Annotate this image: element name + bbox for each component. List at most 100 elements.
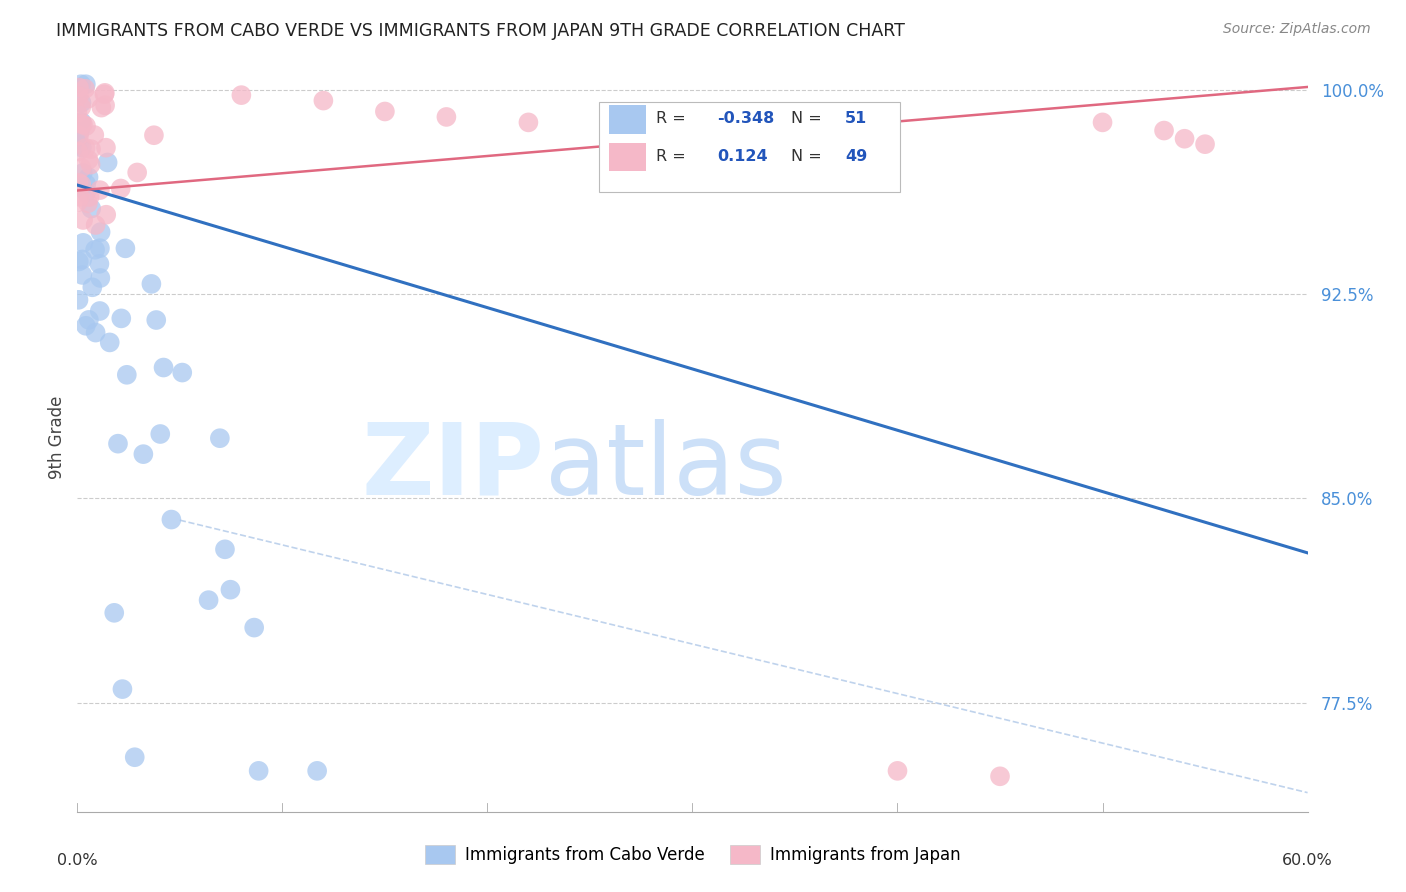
Point [307, 764, 329, 778]
Point [110, 181, 132, 195]
Point [988, 769, 1011, 783]
Point [124, 750, 146, 764]
Point [94, 98, 117, 112]
Point [70, 178, 93, 192]
Point [90, 101, 112, 115]
Text: N =: N = [792, 112, 827, 126]
Point [70, 117, 93, 131]
Point [66, 133, 89, 147]
Point [70, 95, 93, 110]
Point [1091, 115, 1114, 129]
Point [75, 141, 97, 155]
Point [152, 360, 174, 375]
Point [66, 195, 89, 210]
Point [67, 128, 90, 143]
Point [682, 128, 704, 143]
Point [97, 155, 120, 169]
Point [75, 81, 97, 95]
Point [69, 124, 91, 138]
Point [75, 186, 97, 200]
Point [89, 271, 111, 285]
Y-axis label: 9th Grade: 9th Grade [48, 395, 66, 479]
Point [132, 447, 155, 461]
Point [89, 257, 111, 271]
Point [208, 431, 231, 445]
Point [93, 87, 115, 102]
Point [1194, 137, 1216, 152]
Point [67, 176, 90, 190]
Text: 0.124: 0.124 [717, 149, 768, 163]
Legend: Immigrants from Cabo Verde, Immigrants from Japan: Immigrants from Cabo Verde, Immigrants f… [418, 838, 967, 871]
Point [231, 88, 253, 103]
Point [80, 142, 103, 156]
Text: R =: R = [655, 149, 696, 163]
Point [77, 196, 100, 211]
Point [67, 254, 90, 268]
Point [219, 582, 242, 597]
Point [94, 141, 117, 155]
Point [72, 268, 94, 282]
Point [75, 318, 97, 333]
Point [107, 436, 129, 450]
Point [111, 682, 134, 697]
Point [640, 123, 662, 137]
Point [67, 137, 90, 152]
Point [84, 243, 107, 257]
Text: N =: N = [792, 149, 827, 163]
Point [67, 89, 90, 103]
Text: ZIP: ZIP [361, 418, 546, 516]
Point [70, 161, 93, 175]
Point [160, 512, 183, 526]
FancyBboxPatch shape [609, 105, 645, 134]
Point [142, 128, 165, 143]
Point [886, 764, 908, 778]
Point [96, 208, 118, 222]
Point [83, 128, 105, 142]
Point [89, 241, 111, 255]
Text: 0.0%: 0.0% [58, 853, 97, 868]
Point [84, 326, 107, 340]
Point [72, 252, 94, 267]
Text: Source: ZipAtlas.com: Source: ZipAtlas.com [1223, 22, 1371, 37]
Point [70, 100, 93, 114]
Point [72, 118, 94, 132]
Point [89, 183, 111, 197]
Point [72, 235, 94, 250]
Point [172, 366, 194, 380]
Point [436, 110, 458, 124]
Point [70, 140, 93, 154]
Point [374, 104, 396, 119]
Point [77, 313, 100, 327]
Point [247, 764, 270, 778]
Point [149, 427, 172, 442]
Point [75, 177, 97, 191]
FancyBboxPatch shape [599, 103, 900, 192]
Point [94, 86, 117, 100]
Point [79, 158, 101, 172]
Point [197, 593, 219, 607]
Point [80, 202, 103, 216]
Point [77, 92, 100, 106]
Point [69, 190, 91, 204]
Point [127, 165, 149, 179]
Point [1153, 123, 1175, 137]
Point [67, 293, 90, 307]
Point [114, 241, 136, 255]
Point [1174, 132, 1197, 146]
Text: IMMIGRANTS FROM CABO VERDE VS IMMIGRANTS FROM JAPAN 9TH GRADE CORRELATION CHART: IMMIGRANTS FROM CABO VERDE VS IMMIGRANTS… [56, 22, 905, 40]
Point [72, 213, 94, 227]
Point [783, 137, 806, 152]
Point [82, 280, 104, 294]
Point [89, 304, 111, 318]
Point [67, 80, 90, 95]
Point [66, 105, 89, 120]
Point [110, 311, 132, 326]
Point [77, 170, 100, 185]
Point [75, 77, 97, 91]
Point [75, 119, 97, 133]
Point [72, 166, 94, 180]
FancyBboxPatch shape [609, 143, 645, 171]
Text: 51: 51 [845, 112, 868, 126]
Point [115, 368, 138, 382]
Point [90, 225, 112, 239]
